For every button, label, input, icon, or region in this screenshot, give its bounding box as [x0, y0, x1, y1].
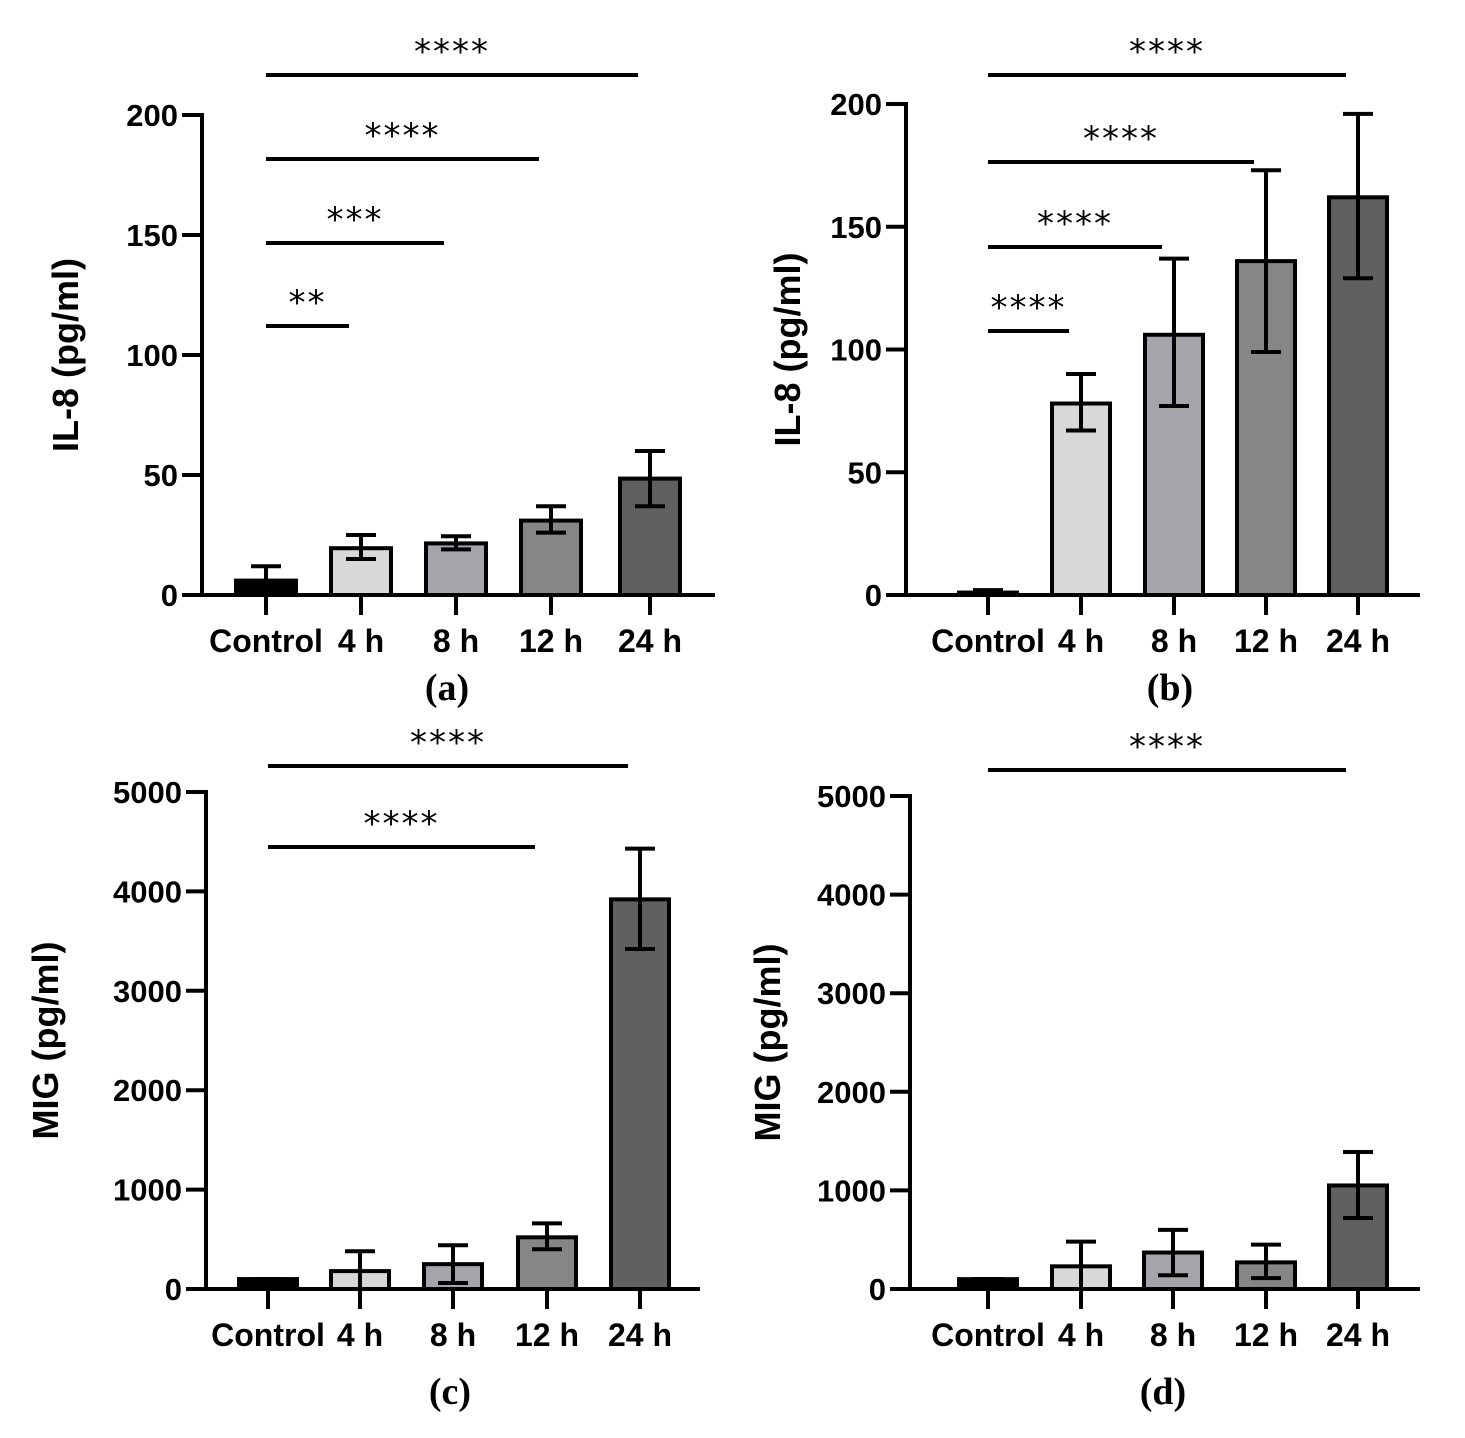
x-tick-label: 4 h — [338, 623, 384, 659]
x-tick-label: 8 h — [1151, 623, 1197, 659]
x-tick-label: 8 h — [433, 623, 479, 659]
error-bar-4h — [1066, 1239, 1096, 1289]
significance-bracket: ** — [266, 283, 349, 328]
y-tick-label: 5000 — [113, 775, 182, 810]
x-tick-label: Control — [931, 1317, 1045, 1353]
error-bar-8h — [438, 1243, 468, 1286]
y-tick-label: 100 — [830, 333, 882, 368]
x-tick-label: 12 h — [1234, 623, 1298, 659]
y-tick-label: 0 — [869, 1272, 886, 1307]
y-tick-label: 50 — [848, 455, 882, 490]
significance-bracket: *** — [266, 200, 444, 245]
error-bar-Control — [251, 564, 281, 595]
x-tick-label: 24 h — [1326, 1317, 1390, 1353]
significance-label: **** — [1129, 32, 1205, 72]
chart-panel-a: 0 50 100 150 200 Control 4 h 8 h 12 h 24 h IL-8 (p… — [45, 32, 715, 709]
y-tick-label: 2000 — [817, 1075, 886, 1110]
y-tick-label: 4000 — [113, 874, 182, 909]
significance-label: **** — [1129, 727, 1205, 767]
error-bar-4h — [1066, 372, 1096, 433]
y-tick-label: 0 — [165, 1272, 182, 1307]
x-tick-label: 24 h — [618, 623, 682, 659]
y-tick-label: 1000 — [817, 1173, 886, 1208]
significance-label: **** — [991, 288, 1067, 328]
y-tick-label: 0 — [865, 578, 882, 613]
significance-label: ** — [289, 283, 327, 323]
y-axis-title: IL-8 (pg/ml) — [45, 258, 86, 452]
y-tick-label: 0 — [161, 578, 178, 613]
y-tick-label: 150 — [830, 210, 882, 245]
x-tick-label: 4 h — [337, 1317, 383, 1353]
x-tick-label: 24 h — [1326, 623, 1390, 659]
significance-bracket: **** — [266, 32, 638, 77]
significance-label: *** — [327, 200, 384, 240]
error-bar-8h — [1159, 256, 1189, 408]
chart-panel-c: 0 1000 2000 3000 4000 5000 Control 4 h 8 h 12 h 24… — [25, 723, 700, 1413]
x-tick-label: 24 h — [608, 1317, 672, 1353]
significance-bracket: **** — [988, 32, 1346, 77]
error-bar-12h — [532, 1221, 562, 1252]
y-axis-title: IL-8 (pg/ml) — [767, 253, 808, 447]
error-bar-24h — [625, 846, 655, 952]
x-tick-label: 4 h — [1058, 623, 1104, 659]
y-tick-label: 1000 — [113, 1173, 182, 1208]
significance-label: **** — [410, 723, 486, 763]
x-tick-label: 8 h — [1150, 1317, 1196, 1353]
bar-24h — [609, 897, 671, 1291]
y-tick-label: 4000 — [817, 878, 886, 913]
y-tick-label: 2000 — [113, 1073, 182, 1108]
y-axis-title: MIG (pg/ml) — [25, 942, 66, 1140]
error-bar-24h — [1343, 1149, 1373, 1221]
panel-label: (b) — [1147, 667, 1193, 709]
y-tick-label: 50 — [144, 458, 178, 493]
chart-panel-b: 0 50 100 150 200 Control 4 h 8 h 12 h 24 h IL-8 (p… — [767, 32, 1420, 709]
panel-label: (d) — [1140, 1371, 1186, 1413]
error-bar-24h — [635, 449, 665, 509]
significance-label: **** — [1037, 204, 1113, 244]
panel-label: (a) — [425, 667, 469, 709]
y-tick-label: 150 — [126, 218, 178, 253]
significance-label: **** — [414, 32, 490, 72]
y-axis-title: MIG (pg/ml) — [747, 944, 788, 1142]
x-tick-label: Control — [211, 1317, 325, 1353]
significance-label: **** — [1083, 119, 1159, 159]
error-bar-12h — [536, 504, 566, 535]
error-bar-4h — [346, 533, 376, 561]
error-bar-12h — [1251, 168, 1281, 354]
y-tick-label: 100 — [126, 338, 178, 373]
y-tick-label: 200 — [830, 87, 882, 122]
panel-label: (c) — [429, 1371, 471, 1413]
significance-bracket: **** — [266, 116, 539, 161]
error-bar-12h — [1251, 1242, 1281, 1281]
significance-bracket: **** — [268, 723, 628, 768]
x-tick-label: 12 h — [1234, 1317, 1298, 1353]
significance-bracket: **** — [988, 288, 1069, 333]
y-tick-label: 3000 — [113, 974, 182, 1009]
y-tick-label: 200 — [126, 98, 178, 133]
x-tick-label: 4 h — [1058, 1317, 1104, 1353]
error-bar-8h — [1158, 1227, 1188, 1278]
significance-bracket: **** — [268, 804, 535, 849]
x-tick-label: 12 h — [519, 623, 583, 659]
x-tick-label: 8 h — [430, 1317, 476, 1353]
significance-label: **** — [364, 804, 440, 844]
x-tick-label: 12 h — [515, 1317, 579, 1353]
significance-label: **** — [365, 116, 441, 156]
significance-bracket: **** — [988, 727, 1346, 772]
significance-bracket: **** — [988, 119, 1254, 164]
y-tick-label: 5000 — [817, 779, 886, 814]
y-tick-label: 3000 — [817, 976, 886, 1011]
chart-panel-d: 0 1000 2000 3000 4000 5000 Control 4 h 8 h 12 h 24… — [747, 727, 1420, 1413]
error-bar-24h — [1343, 111, 1373, 281]
x-tick-label: Control — [209, 623, 323, 659]
x-tick-label: Control — [931, 623, 1045, 659]
significance-bracket: **** — [988, 204, 1162, 249]
error-bar-4h — [345, 1249, 375, 1289]
error-bar-8h — [441, 534, 471, 552]
